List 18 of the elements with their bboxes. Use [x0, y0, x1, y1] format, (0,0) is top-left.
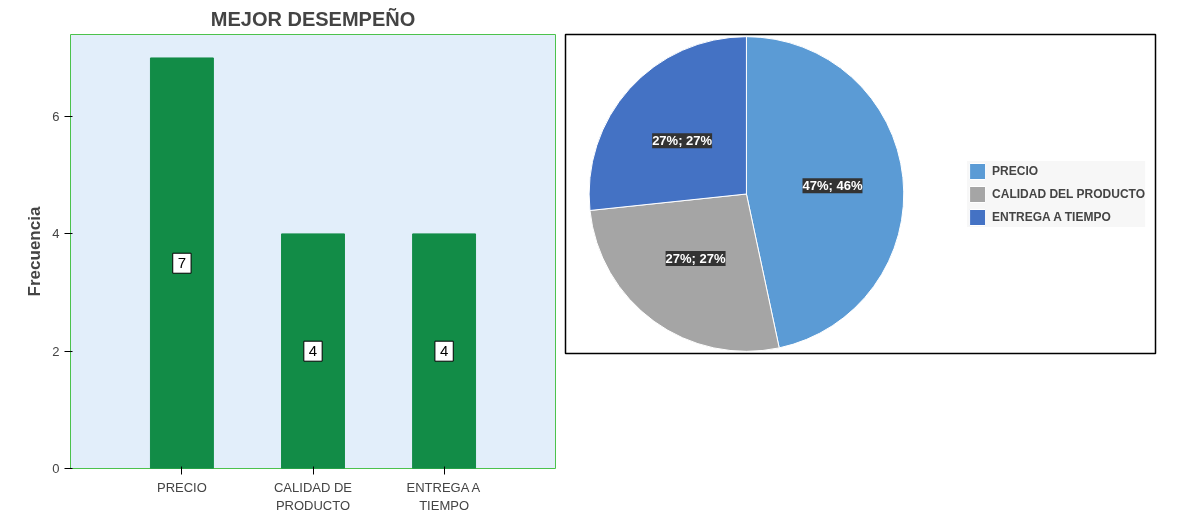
y-tick-label: 4 [52, 226, 60, 242]
legend-label: ENTREGA A TIEMPO [992, 209, 1111, 224]
data-label: 4 [439, 342, 449, 360]
y-tick-label: 2 [52, 343, 60, 359]
data-label: 4 [308, 342, 318, 360]
x-tick-label: CALIDAD DE PRODUCTO [273, 479, 353, 513]
data-label: 27%; 27% [652, 133, 713, 149]
y-tick-label: 0 [52, 461, 60, 476]
y-axis-title: Frecuencia [25, 206, 45, 297]
data-label: 27%; 27% [665, 251, 727, 267]
data-label: 7 [177, 254, 187, 272]
data-label: 47%; 46% [802, 178, 863, 194]
y-tick-label: 6 [52, 109, 60, 125]
legend-label: CALIDAD DEL PRODUCTO [992, 186, 1145, 201]
x-tick-label: PRECIO [157, 479, 207, 495]
chart-title: MEJOR DESEMPEÑO [210, 7, 416, 30]
legend-label: PRECIO [992, 163, 1039, 178]
x-tick-label: ENTREGA A TIEMPO [406, 479, 481, 513]
